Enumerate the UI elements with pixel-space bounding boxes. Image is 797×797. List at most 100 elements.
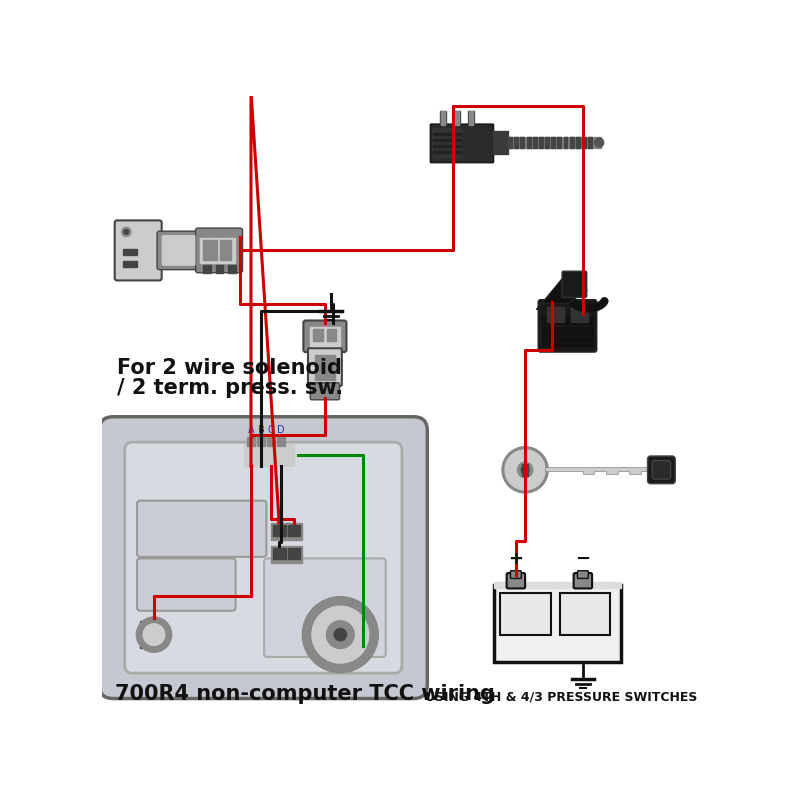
Bar [468,111,473,127]
Bar [288,548,300,559]
Bar [203,250,217,260]
Bar [271,546,302,563]
Circle shape [312,607,368,662]
Circle shape [304,598,377,672]
Text: D: D [277,426,285,435]
FancyBboxPatch shape [574,573,592,588]
Bar [542,337,593,340]
FancyBboxPatch shape [310,383,340,400]
Bar [203,240,217,249]
Bar [539,137,543,148]
Text: / 2 term. press. sw.: / 2 term. press. sw. [117,379,344,398]
FancyBboxPatch shape [652,461,670,479]
Bar [557,137,561,148]
Bar [570,137,574,148]
Bar [267,437,275,446]
Bar [522,464,528,476]
FancyBboxPatch shape [308,348,342,386]
Bar [247,437,255,446]
Bar [434,132,461,135]
Bar [124,249,137,255]
FancyBboxPatch shape [494,585,622,662]
Bar [588,137,592,148]
Bar [309,327,340,346]
FancyBboxPatch shape [538,300,597,352]
Circle shape [595,138,603,147]
Bar [277,437,285,446]
FancyBboxPatch shape [507,573,525,588]
Bar [273,525,285,536]
Text: A: A [248,426,254,435]
Circle shape [517,462,533,477]
Bar [514,137,518,148]
Bar [124,261,137,267]
Bar [542,316,593,319]
Circle shape [502,447,548,493]
FancyBboxPatch shape [137,501,266,557]
Polygon shape [545,467,652,474]
Bar [271,523,302,540]
Bar [442,111,445,125]
Circle shape [124,230,128,234]
FancyBboxPatch shape [124,442,402,673]
FancyBboxPatch shape [578,571,588,579]
Bar [552,137,556,148]
Polygon shape [536,275,587,310]
Bar [527,137,531,148]
Bar [454,111,460,127]
Text: For 2 wire solenoid: For 2 wire solenoid [117,358,342,379]
Bar [203,265,211,273]
Circle shape [327,621,354,649]
Text: 700R4 non-computer TCC wiring: 700R4 non-computer TCC wiring [116,684,496,704]
Bar [576,137,579,148]
FancyBboxPatch shape [115,221,162,281]
Bar [559,593,610,635]
Bar [434,145,461,147]
Bar [520,137,524,148]
Circle shape [137,618,171,652]
Bar [244,445,294,466]
Bar [441,111,446,127]
Bar [582,137,586,148]
FancyBboxPatch shape [137,559,236,611]
FancyBboxPatch shape [304,320,347,352]
Bar [200,238,235,263]
Bar [542,327,593,330]
Bar [563,137,567,148]
Bar [215,265,223,273]
Text: +: + [508,551,524,568]
Text: USING 4TH & 4/3 PRESSURE SWITCHES: USING 4TH & 4/3 PRESSURE SWITCHES [425,691,697,704]
Bar [501,593,551,635]
Bar [315,355,335,379]
Bar [493,131,508,154]
Bar [542,332,593,335]
Bar [542,321,593,324]
FancyBboxPatch shape [430,124,494,163]
FancyBboxPatch shape [195,228,242,273]
Bar [288,525,300,536]
Text: B: B [257,426,265,435]
Circle shape [505,450,545,490]
Bar [220,240,231,249]
Bar [313,329,323,341]
Circle shape [122,227,131,237]
FancyBboxPatch shape [511,571,521,579]
FancyBboxPatch shape [157,231,200,269]
Bar [273,548,285,559]
Bar [545,137,549,148]
Circle shape [521,466,529,473]
Bar [455,111,459,125]
Bar [434,151,461,153]
Bar [547,307,563,322]
Bar [542,343,593,346]
Circle shape [143,624,165,646]
FancyBboxPatch shape [562,271,587,297]
Circle shape [334,629,347,641]
Bar [494,583,622,588]
Bar [220,250,231,260]
FancyBboxPatch shape [432,128,463,159]
Bar [508,137,512,148]
Text: −: − [575,551,591,568]
FancyBboxPatch shape [431,125,493,162]
Text: C: C [268,426,274,435]
